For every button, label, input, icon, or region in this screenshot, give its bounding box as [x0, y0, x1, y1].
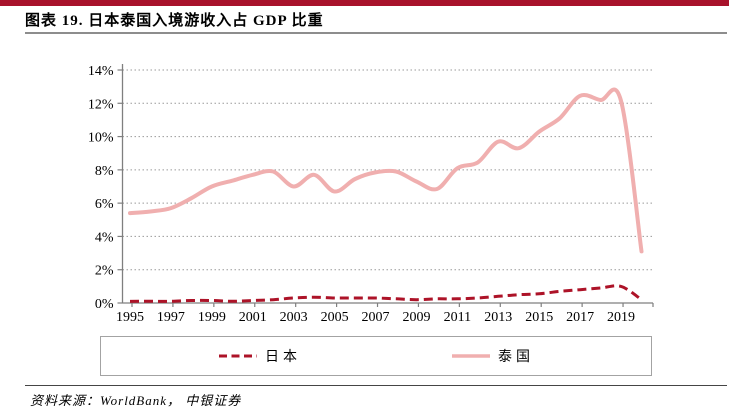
thailand-solid-line-icon	[452, 354, 490, 358]
thailand-series-line	[128, 87, 644, 254]
y-tick-label: 0%	[95, 297, 114, 312]
x-tick-label: 1997	[157, 310, 185, 325]
x-tick-label: 2009	[402, 310, 430, 325]
x-tick-label: 2005	[321, 310, 349, 325]
japan-series-line	[129, 284, 643, 303]
y-tick-label: 6%	[95, 197, 114, 212]
x-tick-label: 2019	[607, 310, 635, 325]
x-tick-label: 1999	[198, 310, 226, 325]
japan-dashed-line-icon	[219, 354, 257, 358]
brand-bar	[0, 0, 729, 6]
y-tick-label: 14%	[88, 64, 114, 79]
x-tick-label: 2015	[525, 310, 553, 325]
x-tick-label: 2003	[280, 310, 308, 325]
x-tick-label: 2011	[444, 310, 471, 325]
x-tick-label: 2001	[239, 310, 267, 325]
legend-item-japan: 日本	[218, 346, 301, 366]
y-tick-label: 8%	[95, 164, 114, 179]
x-tick-label: 2013	[484, 310, 512, 325]
y-tick-label: 12%	[88, 97, 114, 112]
legend-label-japan: 日本	[265, 350, 301, 365]
legend-label-thailand: 泰国	[498, 350, 534, 365]
x-tick-label: 1995	[116, 310, 144, 325]
chart-legend: 日本 泰国	[100, 336, 652, 376]
line-chart-canvas: 0% 2% 4% 6% 8% 10% 12% 14% 1995 1997 1999 2001 2003 2…	[88, 64, 654, 325]
y-tick-label: 10%	[88, 131, 114, 146]
y-tick-label: 2%	[95, 264, 114, 279]
title-divider	[25, 32, 727, 34]
y-tick-label: 4%	[95, 230, 114, 245]
legend-item-thailand: 泰国	[451, 346, 534, 366]
footer-divider	[25, 385, 727, 386]
figure-title: 图表 19. 日本泰国入境游收入占 GDP 比重	[25, 13, 324, 29]
x-tick-label: 2017	[566, 310, 594, 325]
source-note: 资料来源：WorldBank， 中银证券	[30, 393, 242, 408]
x-tick-label: 2007	[362, 310, 390, 325]
